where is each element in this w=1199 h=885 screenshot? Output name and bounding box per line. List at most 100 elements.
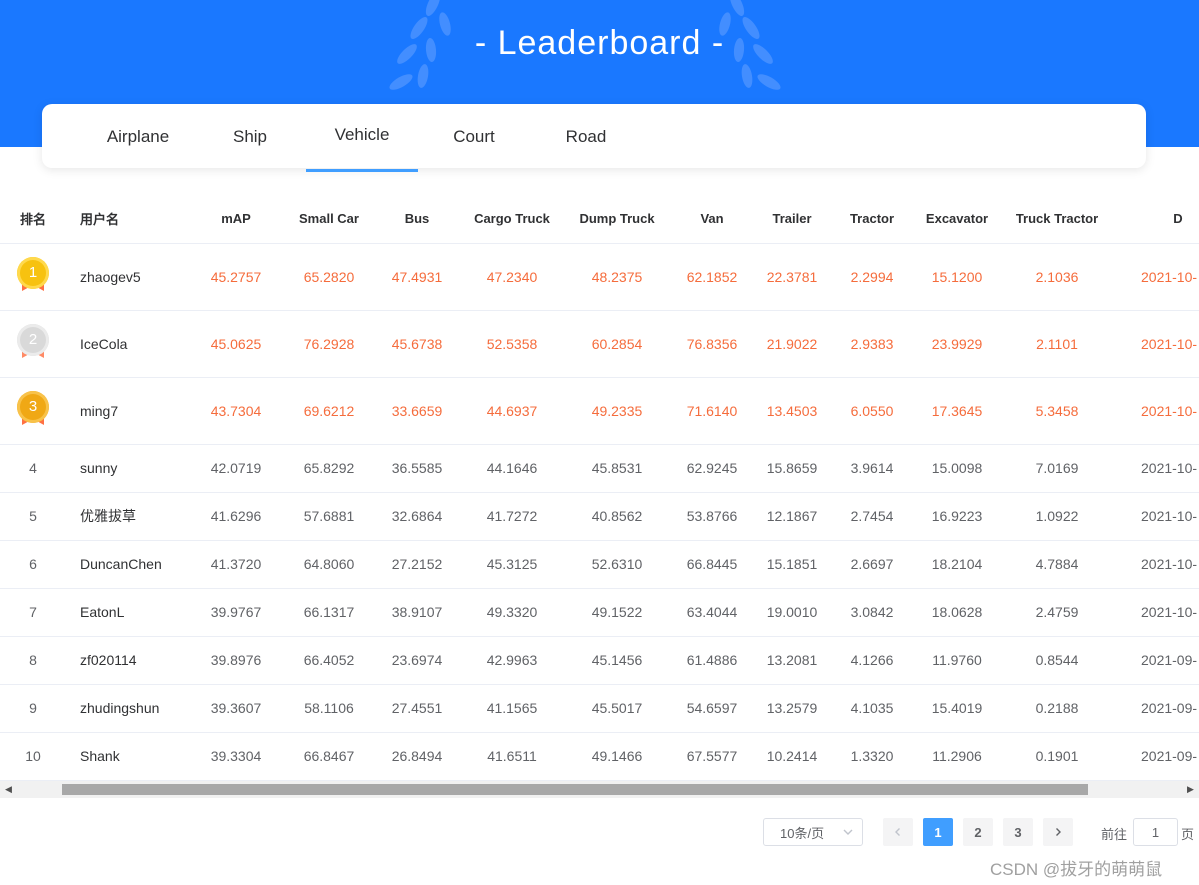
date-cell: 2021-10- [1116, 444, 1199, 493]
col-header-rank: 排名 [0, 195, 66, 244]
scroll-right-icon[interactable]: ▶ [1187, 784, 1194, 795]
score-cell: 76.8356 [668, 310, 756, 378]
page-button-2[interactable]: 2 [963, 818, 993, 846]
username-cell: EatonL [66, 588, 190, 637]
table-row: 9 zhudingshun 39.3607 58.1106 27.4551 41.1565… [0, 684, 1199, 733]
score-cell: 47.4931 [376, 243, 458, 311]
col-header-truck-tractor: Truck Tractor [998, 195, 1116, 244]
score-cell: 23.9929 [916, 310, 998, 378]
score-cell: 42.0719 [190, 444, 282, 493]
score-cell: 3.9614 [828, 444, 916, 493]
goto-prefix: 前往 [1101, 827, 1128, 842]
score-cell: 62.9245 [668, 444, 756, 493]
prev-page-button[interactable] [883, 818, 913, 846]
date-cell: 2021-10- [1116, 377, 1199, 445]
score-cell: 3.0842 [828, 588, 916, 637]
score-cell: 71.6140 [668, 377, 756, 445]
score-cell: 66.1317 [282, 588, 376, 637]
score-cell: 1.0922 [998, 492, 1116, 541]
rank-cell: 4 [0, 444, 66, 493]
tab-vehicle[interactable]: Vehicle [306, 104, 418, 172]
tab-court[interactable]: Court [453, 127, 495, 146]
score-cell: 49.2335 [566, 377, 668, 445]
score-cell: 54.6597 [668, 684, 756, 733]
score-cell: 11.9760 [916, 636, 998, 685]
date-cell: 2021-10- [1116, 310, 1199, 378]
leaderboard-table: 排名 用户名 mAP Small Car Bus Cargo Truck Dum… [0, 195, 1199, 781]
score-cell: 41.6511 [458, 732, 566, 781]
score-cell: 2.2994 [828, 243, 916, 311]
score-cell: 13.4503 [756, 377, 828, 445]
goto-page-input[interactable] [1133, 818, 1178, 846]
score-cell: 45.2757 [190, 243, 282, 311]
col-header-excavator: Excavator [916, 195, 998, 244]
page-title: - Leaderboard - [474, 24, 725, 62]
score-cell: 5.3458 [998, 377, 1116, 445]
score-cell: 41.1565 [458, 684, 566, 733]
page-button-3[interactable]: 3 [1003, 818, 1033, 846]
col-header-small-car: Small Car [282, 195, 376, 244]
date-cell: 2021-10- [1116, 492, 1199, 541]
score-cell: 41.6296 [190, 492, 282, 541]
score-cell: 63.4044 [668, 588, 756, 637]
score-cell: 49.1522 [566, 588, 668, 637]
score-cell: 7.0169 [998, 444, 1116, 493]
score-cell: 18.2104 [916, 540, 998, 589]
table-row: 10 Shank 39.3304 66.8467 26.8494 41.6511 49.14… [0, 732, 1199, 781]
score-cell: 45.6738 [376, 310, 458, 378]
table-row: 4 sunny 42.0719 65.8292 36.5585 44.1646 45.853… [0, 444, 1199, 493]
score-cell: 2.7454 [828, 492, 916, 541]
score-cell: 11.2906 [916, 732, 998, 781]
rank-cell: 10 [0, 732, 66, 781]
tab-road[interactable]: Road [565, 127, 607, 146]
scrollbar-thumb[interactable] [62, 784, 1088, 795]
score-cell: 1.3320 [828, 732, 916, 781]
score-cell: 26.8494 [376, 732, 458, 781]
username-cell: Shank [66, 732, 190, 781]
score-cell: 42.9963 [458, 636, 566, 685]
score-cell: 47.2340 [458, 243, 566, 311]
page-size-value: 10条/页 [780, 825, 825, 841]
medal-icon: 1 [16, 256, 50, 297]
score-cell: 33.6659 [376, 377, 458, 445]
rank-cell: 2 [0, 310, 66, 378]
page-size-select[interactable]: 10条/页 [763, 818, 863, 846]
table-row: 2 IceCola 45.0625 76.2928 45.6738 52.5358 60.2… [0, 310, 1199, 378]
horizontal-scrollbar[interactable]: ◀ ▶ [0, 781, 1199, 798]
username-cell: ming7 [66, 377, 190, 445]
tab-ship[interactable]: Ship [232, 127, 268, 146]
col-header-trailer: Trailer [756, 195, 828, 244]
score-cell: 58.1106 [282, 684, 376, 733]
table-row: 5 优雅拔草 41.6296 57.6881 32.6864 41.7272 40.8562… [0, 492, 1199, 541]
score-cell: 2.9383 [828, 310, 916, 378]
medal-icon: 3 [16, 390, 50, 431]
scroll-left-icon[interactable]: ◀ [5, 784, 12, 795]
score-cell: 39.3607 [190, 684, 282, 733]
chevron-right-icon [1056, 828, 1061, 836]
score-cell: 2.4759 [998, 588, 1116, 637]
score-cell: 19.0010 [756, 588, 828, 637]
score-cell: 52.5358 [458, 310, 566, 378]
score-cell: 43.7304 [190, 377, 282, 445]
score-cell: 16.9223 [916, 492, 998, 541]
rank-cell: 7 [0, 588, 66, 637]
score-cell: 10.2414 [756, 732, 828, 781]
score-cell: 18.0628 [916, 588, 998, 637]
score-cell: 62.1852 [668, 243, 756, 311]
next-page-button[interactable] [1043, 818, 1073, 846]
score-cell: 40.8562 [566, 492, 668, 541]
tab-airplane[interactable]: Airplane [106, 127, 170, 146]
score-cell: 36.5585 [376, 444, 458, 493]
date-cell: 2021-09- [1116, 636, 1199, 685]
chevron-down-icon [843, 829, 853, 835]
page-button-1[interactable]: 1 [923, 818, 953, 846]
col-header-dump-truck: Dump Truck [566, 195, 668, 244]
date-cell: 2021-10- [1116, 243, 1199, 311]
score-cell: 23.6974 [376, 636, 458, 685]
rank-cell: 9 [0, 684, 66, 733]
chevron-left-icon [895, 828, 900, 836]
category-tabs: Airplane Ship Vehicle Court Road [42, 104, 1146, 172]
score-cell: 4.7884 [998, 540, 1116, 589]
score-cell: 38.9107 [376, 588, 458, 637]
score-cell: 45.3125 [458, 540, 566, 589]
